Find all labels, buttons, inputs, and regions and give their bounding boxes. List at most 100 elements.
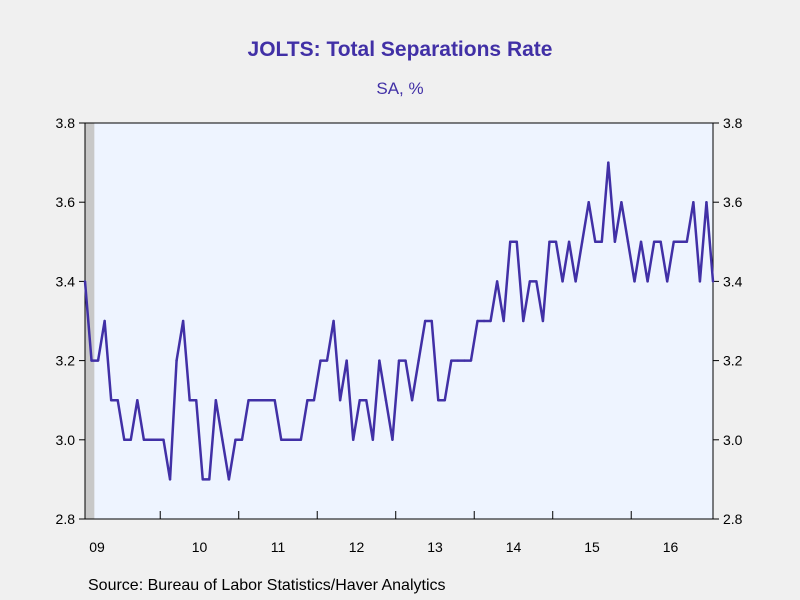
y-tick-label-left: 3.6: [56, 194, 76, 210]
data-point: [306, 399, 309, 402]
data-point: [443, 399, 446, 402]
data-point: [574, 280, 577, 283]
data-point: [509, 240, 512, 243]
data-point: [535, 280, 538, 283]
data-point: [240, 438, 244, 441]
data-point: [365, 399, 368, 402]
data-point: [437, 399, 440, 402]
y-tick-label-right: 3.4: [723, 273, 743, 289]
data-point: [260, 399, 263, 402]
data-point: [607, 161, 610, 164]
data-point: [266, 399, 270, 402]
data-point: [417, 359, 420, 362]
data-point: [469, 359, 473, 362]
data-point: [253, 399, 257, 402]
x-tick-label: 10: [192, 539, 208, 555]
x-tick-label: 11: [271, 539, 286, 555]
data-point: [430, 319, 433, 323]
data-point: [679, 240, 682, 243]
data-point: [319, 359, 322, 362]
data-point: [450, 359, 453, 362]
data-point: [482, 319, 486, 323]
data-point: [208, 478, 211, 481]
data-point: [384, 399, 388, 402]
data-point: [312, 399, 316, 402]
data-point: [685, 240, 689, 243]
y-tick-label-right: 3.6: [723, 194, 743, 210]
chart-subtitle: SA, %: [376, 79, 424, 98]
data-point: [561, 280, 564, 283]
data-point: [338, 399, 342, 402]
data-point: [489, 319, 492, 323]
data-point: [692, 201, 695, 204]
data-point: [463, 359, 466, 362]
data-point: [397, 359, 401, 362]
data-point: [587, 201, 590, 204]
data-point: [522, 319, 525, 323]
y-tick-label-right: 3.2: [723, 353, 743, 369]
data-point: [181, 319, 185, 323]
data-point: [168, 478, 172, 481]
data-point: [404, 359, 407, 362]
data-point: [221, 438, 224, 441]
data-point: [293, 438, 296, 441]
data-point: [698, 280, 702, 283]
data-point: [620, 201, 623, 204]
data-point: [286, 438, 289, 441]
data-point: [567, 240, 571, 243]
y-tick-label-left: 3.8: [56, 115, 76, 131]
data-point: [247, 399, 250, 402]
data-point: [109, 399, 113, 402]
y-axis-left: 3.8 3.6 3.4 3.2 3.0 2.8: [56, 115, 85, 527]
data-point: [515, 240, 518, 243]
data-point: [495, 280, 499, 283]
data-point: [299, 438, 303, 441]
data-point: [345, 359, 348, 362]
x-tick-label: 15: [584, 539, 600, 555]
data-point: [90, 359, 93, 362]
data-point: [103, 319, 106, 323]
x-tick-label: 16: [663, 539, 679, 555]
data-point: [352, 438, 355, 441]
data-point: [325, 359, 329, 362]
data-point: [711, 280, 715, 283]
y-tick-label-right: 3.8: [723, 115, 743, 131]
data-point: [639, 240, 643, 243]
x-axis: 09 10 11 12 13 14 15 16: [89, 511, 678, 555]
y-axis-right: 3.8 3.6 3.4 3.2 3.0 2.8: [713, 115, 743, 527]
data-point: [188, 399, 191, 402]
data-point: [116, 399, 119, 402]
data-point: [273, 399, 276, 402]
data-point: [502, 319, 505, 323]
data-point: [195, 399, 198, 402]
data-point: [358, 399, 361, 402]
data-point: [410, 399, 414, 402]
data-point: [672, 240, 675, 243]
data-point: [580, 240, 584, 243]
data-point: [652, 240, 656, 243]
data-point: [646, 280, 649, 283]
data-point: [456, 359, 460, 362]
chart-title: JOLTS: Total Separations Rate: [247, 38, 553, 61]
data-point: [214, 399, 218, 402]
data-point: [391, 438, 394, 441]
data-point: [548, 240, 551, 243]
data-point: [280, 438, 283, 441]
y-tick-label-left: 3.4: [56, 273, 76, 289]
data-point: [136, 399, 139, 402]
data-point: [142, 438, 146, 441]
data-point: [155, 438, 159, 441]
y-tick-label-right: 2.8: [723, 511, 743, 527]
y-tick-label-left: 2.8: [56, 511, 76, 527]
data-point: [594, 240, 597, 243]
data-point: [96, 359, 100, 362]
data-point: [423, 319, 427, 323]
chart-source: Source: Bureau of Labor Statistics/Haver…: [88, 577, 446, 594]
data-point: [175, 359, 178, 362]
data-point: [129, 438, 132, 441]
recession-shading: [85, 123, 95, 519]
data-point: [476, 319, 479, 323]
data-point: [162, 438, 165, 441]
data-point: [123, 438, 126, 441]
plot-background: [84, 122, 714, 520]
